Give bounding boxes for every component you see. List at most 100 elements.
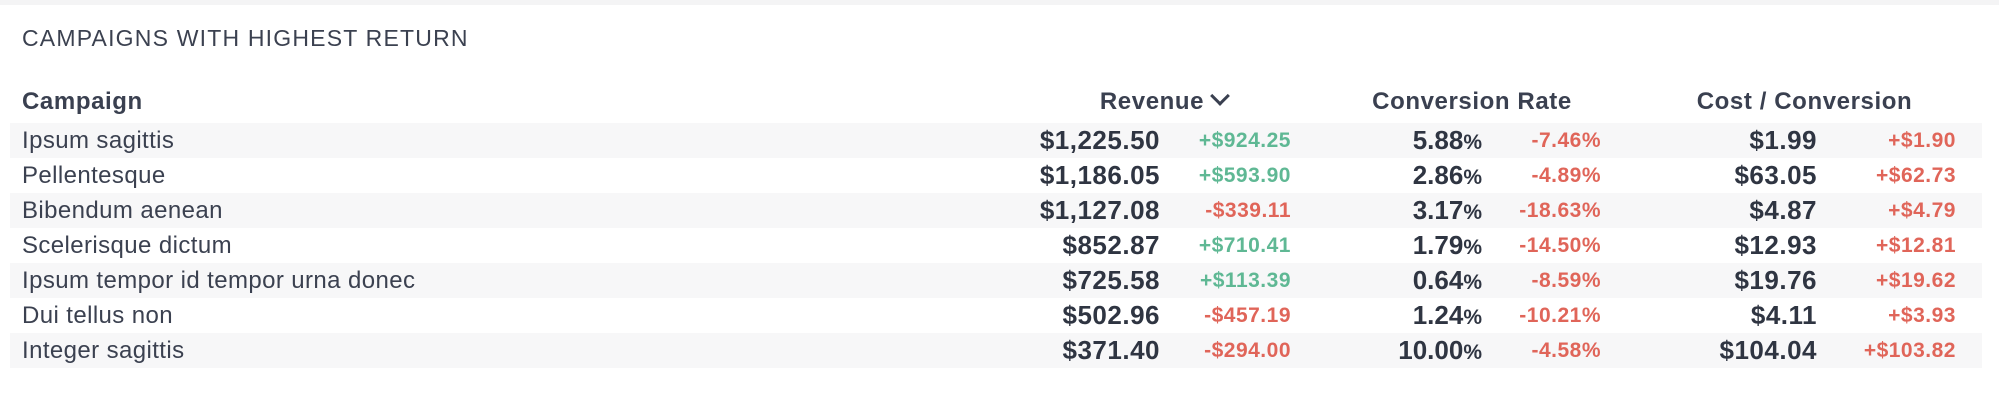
revenue-change: -$457.19 — [1160, 298, 1317, 333]
cost-per-conversion-value: $12.93 — [1627, 228, 1817, 263]
cost-per-conversion-change: +$62.73 — [1817, 158, 1982, 193]
table-row[interactable]: Scelerisque dictum $852.87 +$710.41 1.79… — [10, 228, 1982, 263]
campaign-text: Bibendum aenean — [22, 196, 223, 224]
conversion-rate-change: -8.59% — [1482, 263, 1627, 298]
campaign-text: Scelerisque dictum — [22, 231, 232, 259]
column-header-campaign[interactable]: Campaign — [10, 81, 1010, 123]
cost-per-conversion-value: $63.05 — [1627, 158, 1817, 193]
cost-delta-text: +$4.79 — [1888, 198, 1956, 222]
column-header-cost-per-conversion[interactable]: Cost / Conversion — [1627, 81, 1982, 123]
column-header-conversion-rate-label: Conversion Rate — [1372, 88, 1572, 115]
revenue-delta-text: +$924.25 — [1198, 128, 1291, 152]
revenue-delta-text: +$710.41 — [1198, 233, 1291, 257]
revenue-value: $371.40 — [1010, 333, 1160, 368]
cost-per-conversion-change: +$19.62 — [1817, 263, 1982, 298]
cost-text: $4.11 — [1750, 300, 1817, 330]
rate-text: 0.64 — [1412, 265, 1464, 295]
conversion-rate-value: 0.64% — [1317, 263, 1482, 298]
revenue-text: $1,186.05 — [1039, 160, 1160, 190]
rate-unit-text: % — [1463, 131, 1482, 154]
column-header-campaign-label: Campaign — [22, 88, 143, 115]
rate-delta-text: -14.50% — [1519, 233, 1601, 257]
conversion-rate-value: 3.17% — [1317, 193, 1482, 228]
revenue-change: +$113.39 — [1160, 263, 1317, 298]
campaign-name: Pellentesque — [10, 158, 1010, 193]
revenue-change: -$339.11 — [1160, 193, 1317, 228]
conversion-rate-change: -10.21% — [1482, 298, 1627, 333]
cost-delta-text: +$62.73 — [1876, 163, 1956, 187]
conversion-rate-value: 2.86% — [1317, 158, 1482, 193]
cost-delta-text: +$12.81 — [1876, 233, 1956, 257]
rate-unit-text: % — [1463, 201, 1482, 224]
cost-text: $63.05 — [1734, 160, 1817, 190]
table-body: Ipsum sagittis $1,225.50 +$924.25 5.88% … — [10, 123, 1982, 368]
cost-delta-text: +$103.82 — [1863, 338, 1956, 362]
cost-text: $12.93 — [1734, 230, 1817, 260]
conversion-rate-change: -7.46% — [1482, 123, 1627, 158]
table-row[interactable]: Bibendum aenean $1,127.08 -$339.11 3.17%… — [10, 193, 1982, 228]
campaign-text: Ipsum tempor id tempor urna donec — [22, 266, 416, 294]
revenue-delta-text: +$593.90 — [1198, 163, 1291, 187]
column-header-conversion-rate[interactable]: Conversion Rate — [1317, 81, 1627, 123]
rate-delta-text: -18.63% — [1519, 198, 1601, 222]
revenue-delta-text: -$339.11 — [1205, 198, 1291, 222]
cost-delta-text: +$3.93 — [1888, 303, 1956, 327]
table-row[interactable]: Dui tellus non $502.96 -$457.19 1.24% -1… — [10, 298, 1982, 333]
rate-unit-text: % — [1463, 306, 1482, 329]
cost-per-conversion-change: +$1.90 — [1817, 123, 1982, 158]
column-header-revenue[interactable]: Revenue — [1010, 81, 1317, 123]
revenue-delta-text: +$113.39 — [1199, 268, 1291, 292]
revenue-delta-text: -$294.00 — [1204, 338, 1291, 362]
rate-text: 1.24 — [1412, 300, 1464, 330]
revenue-text: $1,225.50 — [1039, 125, 1160, 155]
table-row[interactable]: Integer sagittis $371.40 -$294.00 10.00%… — [10, 333, 1982, 368]
revenue-change: +$710.41 — [1160, 228, 1317, 263]
cost-per-conversion-value: $4.87 — [1627, 193, 1817, 228]
cost-text: $104.04 — [1719, 335, 1817, 365]
rate-unit-text: % — [1463, 271, 1482, 294]
conversion-rate-change: -4.58% — [1482, 333, 1627, 368]
campaign-text: Dui tellus non — [22, 301, 174, 329]
rate-unit-text: % — [1463, 341, 1482, 364]
revenue-text: $852.87 — [1062, 230, 1160, 260]
rate-text: 1.79 — [1412, 230, 1464, 260]
revenue-text: $1,127.08 — [1039, 195, 1160, 225]
cost-per-conversion-change: +$4.79 — [1817, 193, 1982, 228]
cost-per-conversion-change: +$103.82 — [1817, 333, 1982, 368]
revenue-value: $725.58 — [1010, 263, 1160, 298]
cost-per-conversion-value: $104.04 — [1627, 333, 1817, 368]
table-row[interactable]: Ipsum tempor id tempor urna donec $725.5… — [10, 263, 1982, 298]
campaign-name: Ipsum sagittis — [10, 123, 1010, 158]
table-row[interactable]: Ipsum sagittis $1,225.50 +$924.25 5.88% … — [10, 123, 1982, 158]
campaigns-panel: CAMPAIGNS WITH HIGHEST RETURN Campaign R… — [0, 5, 1999, 419]
cost-per-conversion-value: $19.76 — [1627, 263, 1817, 298]
conversion-rate-change: -18.63% — [1482, 193, 1627, 228]
campaign-name: Ipsum tempor id tempor urna donec — [10, 263, 1010, 298]
cost-delta-text: +$19.62 — [1876, 268, 1956, 292]
rate-text: 10.00 — [1398, 335, 1464, 365]
campaign-text: Integer sagittis — [22, 336, 185, 364]
revenue-text: $725.58 — [1062, 265, 1160, 295]
cost-text: $4.87 — [1749, 195, 1817, 225]
cost-delta-text: +$1.90 — [1888, 128, 1956, 152]
revenue-delta-text: -$457.19 — [1204, 303, 1291, 327]
rate-text: 5.88 — [1412, 125, 1464, 155]
column-header-cost-per-conversion-label: Cost / Conversion — [1696, 88, 1913, 115]
rate-text: 2.86 — [1412, 160, 1464, 190]
table-header-row: Campaign Revenue Conversion Rate Cost / … — [10, 81, 1982, 123]
table-row[interactable]: Pellentesque $1,186.05 +$593.90 2.86% -4… — [10, 158, 1982, 193]
revenue-value: $502.96 — [1010, 298, 1160, 333]
chevron-down-icon[interactable] — [1210, 86, 1231, 106]
conversion-rate-change: -14.50% — [1482, 228, 1627, 263]
campaign-text: Pellentesque — [22, 161, 166, 189]
cost-per-conversion-value: $1.99 — [1627, 123, 1817, 158]
revenue-value: $852.87 — [1010, 228, 1160, 263]
cost-per-conversion-change: +$3.93 — [1817, 298, 1982, 333]
rate-delta-text: -7.46% — [1531, 128, 1601, 152]
rate-unit-text: % — [1463, 236, 1482, 259]
conversion-rate-value: 10.00% — [1317, 333, 1482, 368]
rate-delta-text: -4.58% — [1531, 338, 1601, 362]
conversion-rate-change: -4.89% — [1482, 158, 1627, 193]
revenue-value: $1,186.05 — [1010, 158, 1160, 193]
revenue-change: +$924.25 — [1160, 123, 1317, 158]
